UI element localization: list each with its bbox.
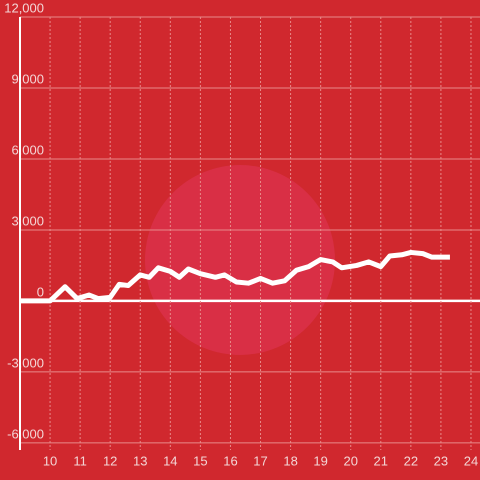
line [20,249,450,304]
y-tick-label: 9,000 [11,71,44,86]
y-tick-label: 12,000 [4,0,44,15]
x-tick-label: 21 [374,453,388,468]
y-tick-label: 3,000 [11,213,44,228]
y-tick-label: -3,000 [7,355,44,370]
x-tick-label: 12 [103,453,117,468]
x-tick-label: 16 [223,453,237,468]
x-tick-label: 14 [163,453,177,468]
y-tick-label: -6,000 [7,426,44,441]
x-tick-label: 11 [73,453,87,468]
x-tick-label: 10 [43,453,57,468]
watermark [145,165,335,355]
y-tick-label: 0 [37,284,44,299]
x-tick-label: 22 [404,453,418,468]
y-tick-label: 6,000 [11,142,44,157]
x-tick-label: 18 [283,453,297,468]
x-tick-label: 15 [193,453,207,468]
x-tick-label: 13 [133,453,147,468]
x-tick-label: 20 [343,453,357,468]
plot [20,249,450,304]
x-tick-label: 24 [464,453,478,468]
x-tick-label: 19 [313,453,327,468]
x-tick-label: 17 [253,453,267,468]
grid: 12,000 9,000 6,000 3,000 0 -3,000 -6,000 10 11 12… [4,0,480,468]
x-tick-label: 23 [434,453,448,468]
